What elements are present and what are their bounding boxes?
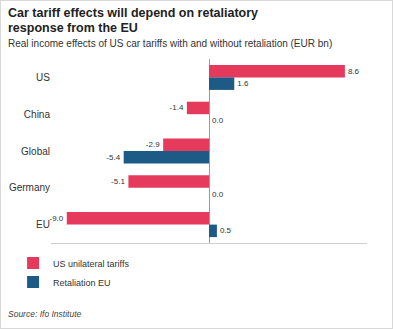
svg-text:-1.4: -1.4 [170,103,184,112]
html-text:Source: Ifo Institute: Source: Ifo Institute [8,309,82,319]
svg-text:US: US [36,72,50,83]
svg-text:Global: Global [21,146,50,157]
svg-text:-5.4: -5.4 [106,153,120,162]
svg-text:0.0: 0.0 [212,190,224,199]
svg-text:1.6: 1.6 [237,79,249,88]
svg-text:-2.9: -2.9 [146,140,160,149]
svg-text:8.6: 8.6 [348,67,360,76]
svg-text:0.0: 0.0 [212,116,224,125]
html-text:Real income effects of US car: Real income effects of US car tariffs wi… [8,38,333,49]
svg-text:Germany: Germany [9,182,50,193]
svg-text:-5.1: -5.1 [111,177,125,186]
html-text:Car tariff effects will depend: Car tariff effects will depend on retali… [8,6,259,35]
svg-text:EU: EU [36,219,50,230]
svg-text:China: China [24,109,51,120]
svg-text:-9.0: -9.0 [49,214,63,223]
svg-text:0.5: 0.5 [220,226,232,235]
svg-text:Retaliation EU: Retaliation EU [53,278,111,288]
svg-text:US unilateral tariffs: US unilateral tariffs [53,259,129,269]
